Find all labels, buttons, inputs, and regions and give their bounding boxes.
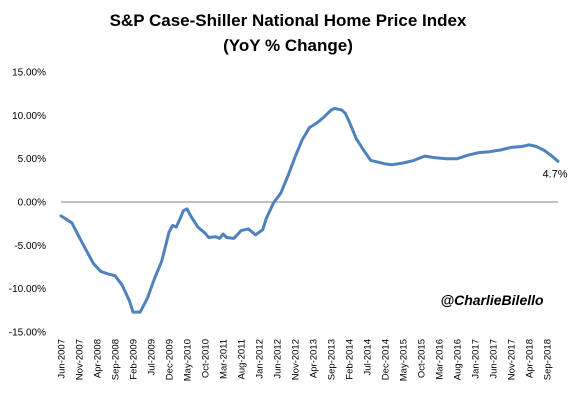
x-tick-label: Apr-2008 [93,339,104,378]
x-tick-label: Dec-2014 [381,339,392,380]
x-tick-label: Nov-2012 [291,339,302,380]
x-tick-label: Jun-2012 [273,339,284,379]
y-axis-ticks: 15.00% 10.00% 5.00% 0.00% -5.00% -10.00% -15.0… [9,68,46,339]
x-tick-label: Feb-2014 [345,339,356,380]
x-tick-label: Oct-2015 [417,339,428,378]
x-tick-label: Nov-2017 [507,339,518,380]
y-tick-label: -10.00% [9,284,46,295]
x-tick-label: Sep-2008 [111,339,122,380]
x-tick-label: Mar-2016 [435,339,446,380]
y-tick-label: -15.00% [9,328,46,339]
x-tick-label: Jul-2014 [363,339,374,375]
chart-subtitle: (YoY % Change) [223,36,353,55]
x-tick-label: Sep-2013 [327,339,338,380]
x-tick-label: Jun-2017 [489,339,500,379]
watermark-handle: @CharlieBilello [440,292,544,308]
chart-title-block: S&P Case-Shiller National Home Price Ind… [0,8,576,58]
x-tick-label: Jan-2012 [255,339,266,379]
y-tick-label: -5.00% [14,241,46,252]
y-tick-label: 0.00% [18,198,46,209]
x-tick-label: Aug-2016 [453,339,464,380]
x-tick-label: Mar-2011 [219,339,230,379]
x-tick-label: Apr-2018 [525,339,536,378]
end-value-label: 4.7% [542,168,567,180]
x-tick-label: Oct-2010 [201,339,212,378]
y-tick-label: 15.00% [12,68,46,79]
chart-title: S&P Case-Shiller National Home Price Ind… [109,11,467,30]
x-tick-label: Aug-2011 [237,339,248,380]
y-tick-label: 5.00% [18,154,46,165]
series-line [59,106,560,314]
x-tick-label: Jan-2017 [471,339,482,379]
x-tick-label: Dec-2009 [165,339,176,380]
x-tick-label: Sep-2018 [543,339,554,380]
x-tick-label: Nov-2007 [75,339,86,380]
y-tick-label: 10.00% [12,111,46,122]
x-tick-label: Apr-2013 [309,339,320,378]
x-tick-label: Jun-2007 [57,339,68,379]
x-tick-label: Feb-2009 [129,339,140,380]
x-tick-label: Jul-2009 [147,339,158,375]
x-axis-ticks: Jun-2007 Nov-2007 Apr-2008 Sep-2008 Feb-2009… [57,339,554,381]
x-tick-label: May-2015 [399,339,410,381]
x-tick-label: May-2010 [183,339,194,381]
